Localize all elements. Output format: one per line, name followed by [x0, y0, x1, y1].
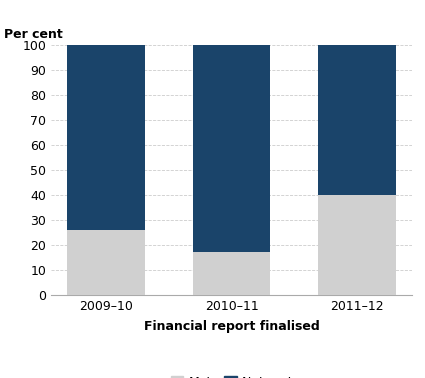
Legend: Met, Not met: Met, Not met [166, 371, 298, 378]
X-axis label: Financial report finalised: Financial report finalised [144, 320, 320, 333]
Text: Per cent: Per cent [4, 28, 63, 41]
Bar [68, 230, 145, 295]
Bar [318, 45, 396, 195]
Bar [318, 195, 396, 295]
Bar [193, 253, 270, 295]
Bar [193, 45, 270, 253]
Bar [68, 45, 145, 230]
